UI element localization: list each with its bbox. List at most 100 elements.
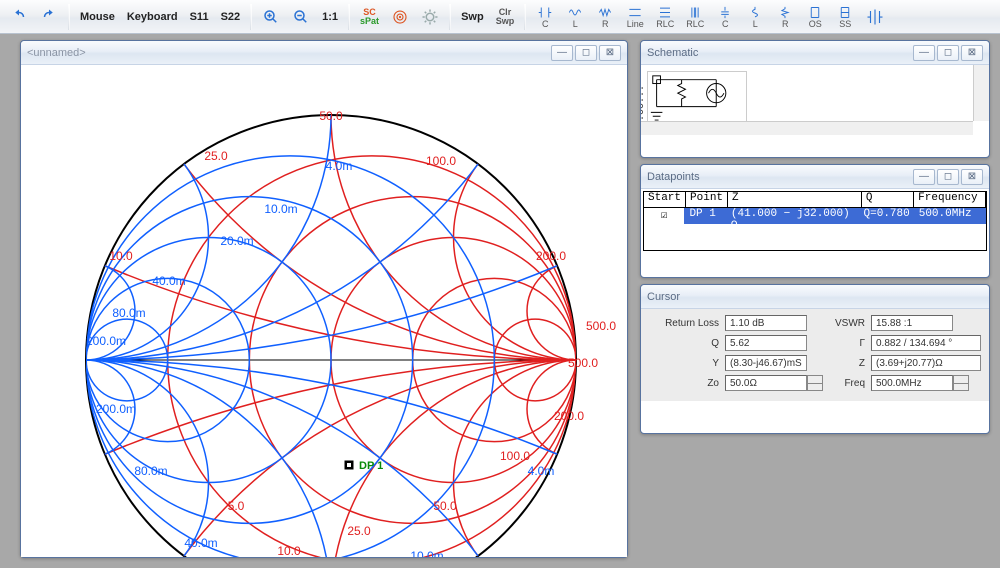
close-button[interactable]: ⊠ [961,169,983,185]
comp-rlc[interactable]: RLC [651,4,679,30]
svg-text:500.0: 500.0 [586,319,616,333]
comp-stub[interactable] [861,4,889,30]
cursor-panel: Cursor Return Loss1.10 dB Q5.62 Y(8.30-j… [640,284,990,434]
svg-text:50.0: 50.0 [433,499,457,513]
close-button[interactable]: ⊠ [599,45,621,61]
mouse-mode-button[interactable]: Mouse [75,4,120,30]
comp-c-label: C [542,20,549,29]
svg-text:200.0: 200.0 [536,249,566,263]
svg-text:80.0m: 80.0m [134,464,167,478]
svg-text:50.0: 50.0 [319,109,343,123]
col-z: Z [728,192,862,207]
vswr-label: VSWR [831,318,871,329]
toolbar-separator [250,4,252,30]
return-loss-label: Return Loss [647,318,725,329]
gamma-value: 0.882 / 134.694 ° [871,335,981,351]
comp-xfmr[interactable]: RLC [681,4,709,30]
s11-button[interactable]: S11 [185,4,214,30]
svg-text:10.0m: 10.0m [264,202,297,216]
svg-text:100.0: 100.0 [500,449,530,463]
vscrollbar[interactable] [973,65,989,121]
toolbar-separator [348,4,350,30]
smith-chart[interactable]: 50.025.0100.010.0200.0500.0500.0200.0100… [21,65,627,557]
start-checkbox[interactable]: ☑ [644,208,685,224]
vswr-value: 15.88 :1 [871,315,953,331]
cursor-title: Cursor [647,291,983,303]
svg-text:5.0: 5.0 [228,499,245,513]
datapoints-panel: Datapoints — ◻ ⊠ Start Point Z Q Frequen… [640,164,990,278]
s22-button[interactable]: S22 [216,4,246,30]
minimize-button[interactable]: — [551,45,573,61]
cell-q: Q=0.780 [860,208,915,224]
comp-l[interactable]: L [561,4,589,30]
comp-tc[interactable]: C [711,4,739,30]
svg-text:100.0: 100.0 [426,154,456,168]
comp-l-label: L [573,20,578,29]
comp-xfmr-label: RLC [686,20,704,29]
minimize-button[interactable]: — [913,169,935,185]
q-value: 5.62 [725,335,807,351]
comp-c[interactable]: C [531,4,559,30]
gamma-label: Γ [831,338,871,349]
svg-text:20.0m: 20.0m [220,234,253,248]
datapoints-title: Datapoints [647,171,911,183]
freq-label: Freq [831,378,871,389]
comp-tl[interactable]: L [741,4,769,30]
svg-text:200.0: 200.0 [554,409,584,423]
hscrollbar[interactable] [641,121,973,135]
freq-stepper[interactable] [953,375,969,391]
undo-button[interactable] [5,4,33,30]
spat-label: sPat [360,17,379,26]
y-value: (8.30-j46.67)mS [725,355,807,371]
comp-r-label: R [602,20,609,29]
zoom-reset-button[interactable]: 1:1 [317,4,343,30]
zo-stepper[interactable] [807,375,823,391]
comp-ss-label: SS [839,20,851,29]
gear-button[interactable] [416,4,444,30]
minimize-button[interactable]: — [913,45,935,61]
comp-tc-label: C [722,20,729,29]
schematic-panel-header[interactable]: Schematic — ◻ ⊠ [641,41,989,65]
svg-text:10.0: 10.0 [277,544,301,557]
datapoints-panel-header[interactable]: Datapoints — ◻ ⊠ [641,165,989,189]
redo-button[interactable] [35,4,63,30]
chart-title: <unnamed> [27,47,549,59]
comp-r[interactable]: R [591,4,619,30]
comp-line[interactable]: Line [621,4,649,30]
zoom-out-button[interactable] [287,4,315,30]
comp-tr[interactable]: R [771,4,799,30]
maximize-button[interactable]: ◻ [937,45,959,61]
cursor-panel-header[interactable]: Cursor [641,285,989,309]
close-button[interactable]: ⊠ [961,45,983,61]
cell-freq: 500.0MHz [915,208,986,224]
col-freq: Frequency [914,192,986,207]
comp-os[interactable]: OS [801,4,829,30]
swp-button[interactable]: Swp [456,4,489,30]
comp-os-label: OS [809,20,822,29]
zo-value[interactable]: 50.0Ω [725,375,807,391]
svg-text:40.0m: 40.0m [184,536,217,550]
sc-button[interactable]: SC sPat [355,4,384,30]
zoom-in-button[interactable] [257,4,285,30]
col-start: Start [644,192,686,207]
comp-ss[interactable]: SS [831,4,859,30]
maximize-button[interactable]: ◻ [937,169,959,185]
maximize-button[interactable]: ◻ [575,45,597,61]
cell-z: (41.000 − j32.000) Ω [727,208,860,224]
col-point: Point [686,192,728,207]
clr-swp-button[interactable]: Clr Swp [491,4,520,30]
svg-text:10.0m: 10.0m [410,549,443,557]
toolbar-separator [449,4,451,30]
workspace: <unnamed> — ◻ ⊠ 50.025.0100.010.0200.050… [0,34,1000,568]
comp-tr-label: R [782,20,789,29]
y-label: Y [647,358,725,369]
table-row[interactable]: ☑ DP 1 (41.000 − j32.000) Ω Q=0.780 500.… [644,208,986,224]
chart-panel: <unnamed> — ◻ ⊠ 50.025.0100.010.0200.050… [20,40,628,558]
freq-value[interactable]: 500.0MHz [871,375,953,391]
chart-panel-header[interactable]: <unnamed> — ◻ ⊠ [21,41,627,65]
zval-label: Z [831,358,871,369]
svg-text:10.0: 10.0 [109,249,133,263]
target-button[interactable] [386,4,414,30]
keyboard-mode-button[interactable]: Keyboard [122,4,183,30]
q-label: Q [647,338,725,349]
